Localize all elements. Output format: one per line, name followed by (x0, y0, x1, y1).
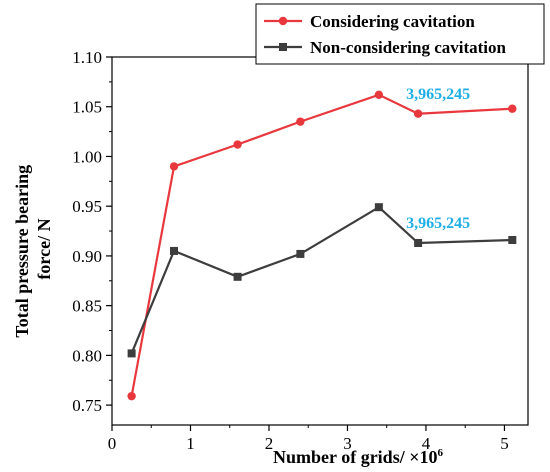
data-point (508, 104, 517, 113)
x-tick-label: 4 (422, 434, 431, 453)
data-point (374, 203, 383, 212)
x-axis-title: Number of grids/ ×106 (273, 447, 443, 467)
legend-item: Considering cavitation (264, 12, 475, 31)
y-tick-label: 1.10 (72, 48, 102, 67)
annotation-label: 3,965,245 (406, 215, 470, 232)
legend-label: Non-considering cavitation (310, 38, 507, 57)
x-tick-label: 5 (500, 434, 509, 453)
y-axis-title: Total pressure bearing force/ N (12, 160, 54, 337)
legend-box (255, 3, 545, 65)
annotation-label: 3,965,245 (406, 86, 470, 103)
y-tick-label: 0.80 (72, 346, 102, 365)
x-tick-label: 3 (343, 434, 352, 453)
data-point (413, 109, 423, 118)
series-1 (127, 90, 517, 401)
y-axis-title-line-1: Total pressure bearing (12, 165, 32, 338)
series-2 (127, 203, 517, 358)
y-tick-label: 0.95 (72, 197, 102, 216)
y-tick-label: 1.00 (72, 147, 102, 166)
legend-marker (279, 43, 287, 51)
x-tick-label: 0 (108, 434, 117, 453)
y-tick-label: 1.05 (72, 98, 102, 117)
y-tick-label: 0.85 (72, 297, 102, 316)
data-point (233, 140, 242, 149)
y-tick-label: 0.90 (72, 247, 102, 266)
x-tick-label: 2 (265, 434, 274, 453)
legend: Considering cavitation Non-considering ca… (255, 3, 545, 65)
x-tick-label: 1 (186, 434, 195, 453)
data-point (170, 246, 179, 255)
legend-item: Non-considering cavitation (264, 38, 507, 57)
series-layer (127, 90, 517, 401)
data-point (508, 236, 517, 245)
data-point (296, 249, 305, 258)
y-tick-label: 0.75 (72, 396, 102, 415)
annotations: 3,965,245 3,965,245 (406, 86, 470, 232)
data-point (233, 272, 242, 281)
legend-label: Considering cavitation (310, 12, 475, 31)
series-line (130, 93, 513, 397)
y-axis-title-line-2: force/ N (34, 218, 54, 279)
y-axis: 0.75 0.80 0.85 0.90 0.95 1.00 1.05 1.10 (72, 48, 112, 415)
x-axis: 0 1 2 3 4 5 (108, 425, 509, 453)
data-point (414, 238, 423, 247)
data-point (127, 349, 136, 358)
data-point (374, 90, 384, 99)
legend-marker (278, 16, 288, 26)
data-point (127, 391, 136, 401)
data-point (296, 117, 305, 126)
data-point (169, 162, 179, 171)
